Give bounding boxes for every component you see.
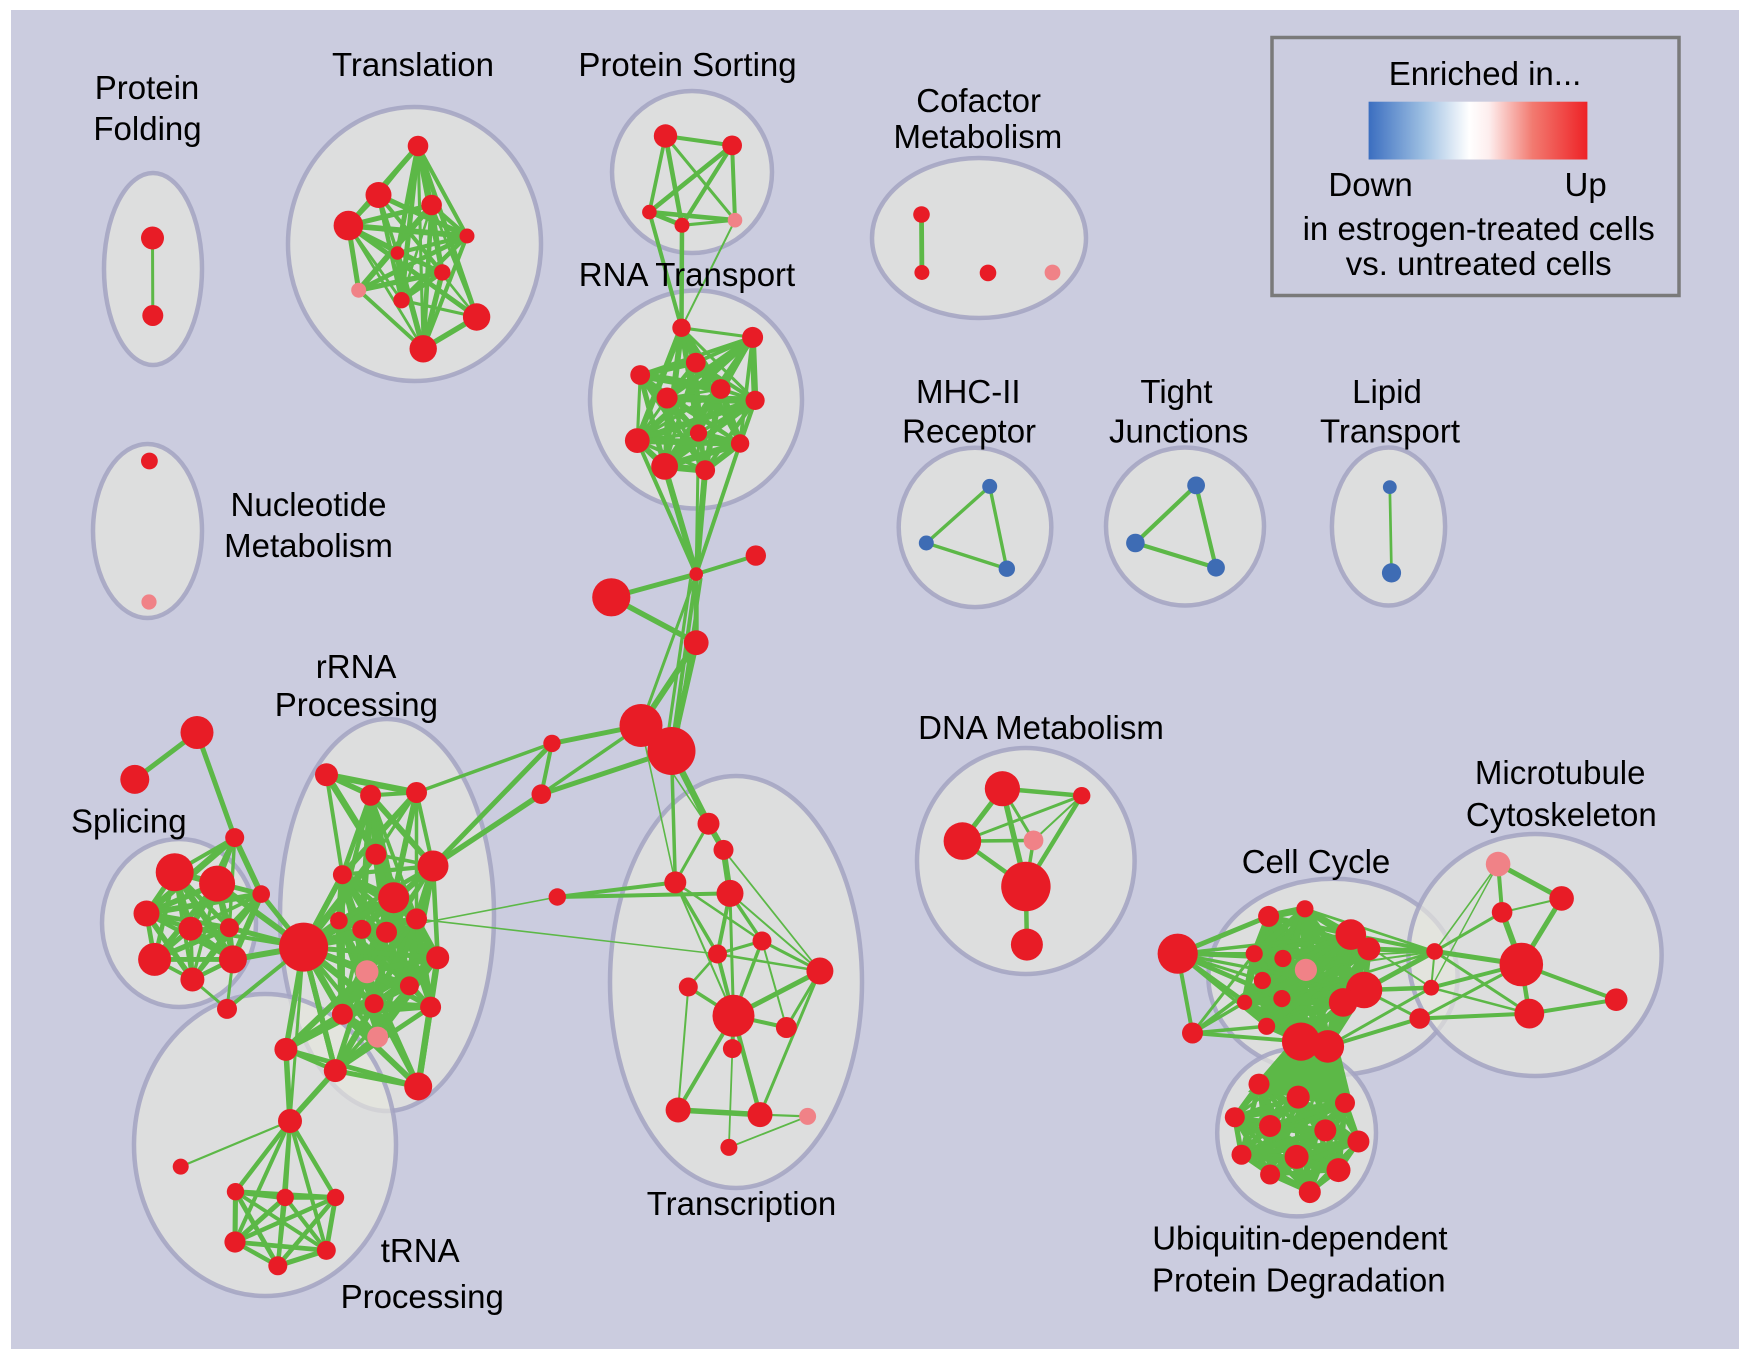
svg-text:MHC-II: MHC-II (916, 373, 1020, 410)
svg-text:Ubiquitin-dependent: Ubiquitin-dependent (1152, 1220, 1447, 1257)
svg-text:Transport: Transport (1320, 413, 1460, 450)
svg-text:Processing: Processing (341, 1278, 504, 1315)
svg-text:Up: Up (1565, 166, 1607, 203)
svg-text:Splicing: Splicing (71, 802, 187, 839)
svg-text:Protein: Protein (95, 69, 200, 106)
svg-text:Metabolism: Metabolism (894, 118, 1063, 155)
svg-text:Cytoskeleton: Cytoskeleton (1466, 796, 1657, 833)
svg-text:Cell Cycle: Cell Cycle (1242, 843, 1391, 880)
svg-text:Cofactor: Cofactor (916, 82, 1041, 119)
svg-text:RNA Transport: RNA Transport (579, 256, 795, 293)
svg-text:Nucleotide: Nucleotide (231, 486, 387, 523)
svg-text:DNA Metabolism: DNA Metabolism (918, 709, 1164, 746)
svg-text:rRNA: rRNA (316, 648, 397, 685)
svg-text:Translation: Translation (332, 46, 494, 83)
svg-text:Junctions: Junctions (1109, 413, 1248, 450)
svg-text:Enriched in...: Enriched in... (1389, 55, 1582, 92)
svg-text:tRNA: tRNA (381, 1232, 460, 1269)
svg-text:Protein Sorting: Protein Sorting (578, 46, 796, 83)
svg-text:Folding: Folding (93, 110, 201, 147)
svg-text:Microtubule: Microtubule (1475, 754, 1646, 791)
svg-text:Lipid: Lipid (1352, 373, 1422, 410)
svg-text:Tight: Tight (1140, 373, 1212, 410)
svg-text:vs. untreated cells: vs. untreated cells (1346, 245, 1612, 282)
svg-text:in estrogen-treated cells: in estrogen-treated cells (1303, 210, 1655, 247)
svg-text:Receptor: Receptor (902, 413, 1036, 450)
svg-text:Metabolism: Metabolism (224, 527, 393, 564)
svg-text:Transcription: Transcription (647, 1185, 837, 1222)
svg-text:Protein Degradation: Protein Degradation (1152, 1261, 1446, 1298)
svg-text:Processing: Processing (275, 686, 438, 723)
svg-text:Down: Down (1328, 166, 1412, 203)
